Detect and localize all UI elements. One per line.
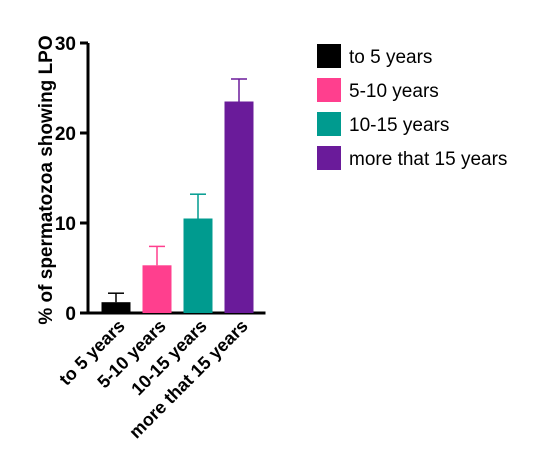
legend-label: 10-15 years (349, 115, 449, 136)
legend-label: 5-10 years (349, 81, 439, 102)
y-axis-title: % of spermatozoa showing LPO (36, 35, 57, 324)
bar (142, 265, 172, 313)
y-tick-label: 30 (55, 34, 76, 55)
bar (183, 218, 213, 313)
y-tick-label: 10 (55, 214, 76, 235)
bars (101, 101, 254, 313)
legend-swatch (317, 44, 341, 68)
y-tick-label: 20 (55, 124, 76, 145)
legend-label: to 5 years (349, 47, 432, 68)
y-tick-label: 0 (65, 304, 76, 325)
bar (224, 101, 254, 313)
legend: to 5 years 5-10 years 10-15 years more that… (317, 44, 507, 170)
bar (101, 302, 131, 313)
legend-label: more that 15 years (349, 149, 507, 170)
legend-swatch (317, 146, 341, 170)
error-bars (108, 78, 247, 303)
legend-swatch (317, 112, 341, 136)
legend-swatch (317, 78, 341, 102)
y-ticks: 0 10 20 30 (55, 34, 88, 325)
